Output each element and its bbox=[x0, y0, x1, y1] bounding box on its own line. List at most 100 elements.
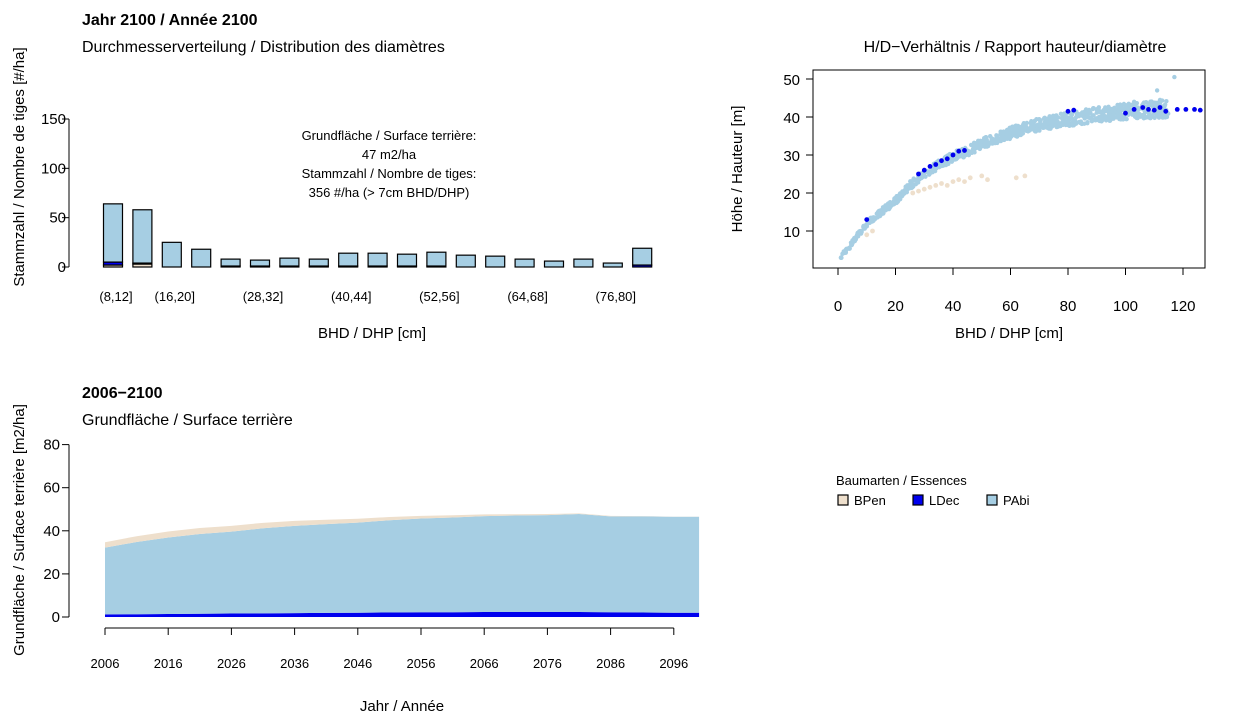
point-BPen bbox=[916, 188, 921, 194]
basal-x-label: Jahr / Année bbox=[360, 698, 444, 715]
bar-PAbi-15 bbox=[543, 260, 565, 268]
x-tick-label: 2066 bbox=[470, 656, 499, 671]
point-PAbi bbox=[880, 210, 886, 216]
point-PAbi bbox=[1047, 116, 1053, 122]
point-PAbi bbox=[848, 242, 854, 248]
y-tick-label: 100 bbox=[41, 160, 66, 177]
point-PAbi bbox=[1010, 126, 1015, 132]
diameter-y-axis: 0 50 100 150 bbox=[41, 111, 70, 276]
point-BPen bbox=[962, 179, 967, 185]
point-PAbi bbox=[1111, 116, 1116, 121]
y-tick-label: 30 bbox=[783, 148, 800, 165]
diameter-chart-subtitle: Durchmesserverteilung / Distribution des… bbox=[82, 39, 445, 56]
point-LDec bbox=[1151, 107, 1157, 113]
x-tick-label: (64,68] bbox=[507, 289, 547, 304]
point-LDec bbox=[1140, 105, 1146, 110]
point-PAbi bbox=[1078, 119, 1084, 124]
point-PAbi bbox=[903, 184, 908, 189]
point-PAbi bbox=[1029, 127, 1034, 132]
point-PAbi bbox=[875, 215, 880, 220]
point-PAbi bbox=[1135, 115, 1140, 121]
point-BPen bbox=[939, 181, 944, 186]
point-PAbi bbox=[1047, 125, 1052, 130]
diameter-chart: Jahr 2100 / Année 2100 Durchmesservertei… bbox=[11, 12, 653, 342]
point-PAbi bbox=[839, 255, 844, 260]
point-PAbi bbox=[1131, 103, 1137, 109]
y-tick-label: 10 bbox=[783, 224, 800, 241]
bar-PAbi-8 bbox=[338, 252, 359, 267]
point-LDec bbox=[939, 158, 944, 164]
x-tick-label: 40 bbox=[945, 298, 962, 315]
point-PAbi bbox=[883, 203, 888, 208]
basal-y-label: Grundfläche / Surface terrière [m2/ha] bbox=[11, 404, 28, 656]
point-PAbi bbox=[1051, 123, 1056, 128]
point-BPen bbox=[1022, 173, 1028, 179]
basal-chart-title: 2006−2100 bbox=[82, 385, 163, 402]
point-PAbi bbox=[1054, 124, 1059, 130]
area-LDec bbox=[105, 612, 700, 617]
point-LDec bbox=[864, 217, 870, 223]
x-tick-label: 2006 bbox=[91, 656, 120, 671]
point-PAbi bbox=[861, 224, 866, 230]
hd-y-label: Höhe / Hauteur [m] bbox=[729, 106, 746, 233]
point-PAbi bbox=[1146, 115, 1151, 120]
bar-PAbi-10 bbox=[396, 253, 418, 267]
point-PAbi bbox=[1131, 99, 1137, 105]
bar-PAbi-12 bbox=[455, 254, 476, 268]
point-BPen bbox=[921, 186, 927, 192]
legend-label-LDec: LDec bbox=[929, 493, 960, 508]
x-tick-label: 2096 bbox=[659, 656, 688, 671]
y-tick-label: 20 bbox=[43, 566, 60, 583]
point-BPen bbox=[979, 173, 985, 179]
x-tick-label: (16,20] bbox=[155, 289, 195, 304]
point-PAbi bbox=[1053, 117, 1059, 122]
diameter-x-ticks: (8,12] (16,20] (28,32] (40,44] (52,56] (64,68… bbox=[99, 289, 636, 304]
point-LDec bbox=[1183, 107, 1189, 112]
point-PAbi bbox=[1154, 88, 1160, 93]
y-tick-label: 60 bbox=[43, 480, 60, 497]
point-LDec bbox=[1146, 107, 1151, 112]
bar-PAbi-1 bbox=[132, 209, 153, 264]
point-PAbi bbox=[961, 154, 966, 160]
point-BPen bbox=[910, 190, 916, 196]
point-PAbi bbox=[1120, 116, 1125, 122]
point-PAbi bbox=[1135, 108, 1140, 114]
point-PAbi bbox=[979, 139, 984, 144]
point-PAbi bbox=[1063, 118, 1068, 124]
point-LDec bbox=[921, 167, 927, 173]
y-tick-label: 40 bbox=[783, 110, 800, 127]
basal-area-stack bbox=[105, 513, 700, 617]
point-LDec bbox=[1131, 107, 1137, 112]
y-tick-label: 50 bbox=[49, 210, 66, 227]
point-PAbi bbox=[1020, 130, 1025, 135]
x-tick-label: 20 bbox=[887, 298, 904, 315]
point-BPen bbox=[967, 175, 973, 181]
point-PAbi bbox=[1158, 109, 1164, 115]
point-PAbi bbox=[1058, 111, 1064, 116]
point-LDec bbox=[1065, 108, 1071, 114]
stem-count-value: 356 #/ha (> 7cm BHD/DHP) bbox=[309, 185, 470, 200]
point-LDec bbox=[1163, 108, 1169, 114]
point-PAbi bbox=[921, 172, 926, 178]
point-PAbi bbox=[982, 138, 987, 143]
point-PAbi bbox=[1020, 126, 1025, 131]
basal-area-chart: 2006−2100 Grundfläche / Surface terrière… bbox=[11, 385, 700, 715]
point-PAbi bbox=[999, 130, 1004, 136]
bar-PAbi-11 bbox=[426, 251, 447, 267]
point-LDec bbox=[962, 148, 967, 153]
basal-axes: 0 20 40 60 80 2006 2016 2026 2036 2046 2056 2066 207… bbox=[43, 437, 688, 671]
point-LDec bbox=[1123, 110, 1128, 116]
point-PAbi bbox=[930, 170, 935, 175]
x-tick-label: 2056 bbox=[407, 656, 436, 671]
point-PAbi bbox=[1172, 74, 1177, 80]
point-PAbi bbox=[1030, 120, 1036, 126]
point-PAbi bbox=[874, 211, 880, 216]
point-PAbi bbox=[1157, 97, 1163, 103]
point-PAbi bbox=[971, 144, 976, 150]
point-PAbi bbox=[957, 154, 962, 159]
point-PAbi bbox=[892, 196, 897, 201]
point-LDec bbox=[1192, 107, 1197, 112]
legend-swatch-BPen bbox=[837, 494, 849, 506]
x-tick-label: 2086 bbox=[596, 656, 625, 671]
